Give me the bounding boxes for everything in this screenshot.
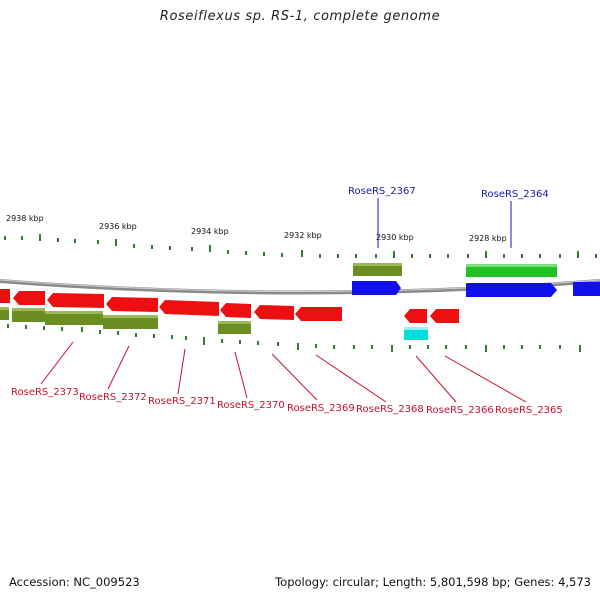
pseudo-gene-olive	[218, 321, 251, 334]
cds-arrow-red	[295, 307, 342, 321]
pseudo-gene-olive	[45, 311, 103, 325]
kbp-label: 2928 kbp	[469, 234, 507, 243]
cds-arrow-red	[430, 309, 459, 323]
cds-arrow-blue	[573, 282, 600, 296]
gene-label-RoseRS_2367: RoseRS_2367	[348, 186, 416, 197]
gene-label-RoseRS_2373: RoseRS_2373	[11, 387, 79, 398]
pseudo-gene-olive	[0, 307, 9, 320]
accession-text: Accession: NC_009523	[9, 575, 140, 589]
pseudo-gene-olive	[103, 315, 158, 329]
reverse-strand-features	[0, 289, 459, 340]
cds-arrow-red	[47, 293, 104, 308]
rna-gene-green	[466, 264, 557, 277]
upper-scale-ticks	[4, 234, 597, 258]
gene-label-RoseRS_2372: RoseRS_2372	[79, 392, 147, 403]
cds-arrow-red	[159, 300, 219, 316]
cds-arrow-red	[254, 305, 294, 320]
cds-arrow-red	[220, 303, 251, 318]
pseudo-gene-olive	[12, 308, 45, 322]
cds-arrow-red	[106, 297, 158, 312]
gene-label-RoseRS_2371: RoseRS_2371	[148, 396, 216, 407]
kbp-label: 2934 kbp	[191, 227, 229, 236]
gene-label-RoseRS_2368: RoseRS_2368	[356, 404, 424, 415]
kbp-label: 2938 kbp	[6, 214, 44, 223]
gene-label-RoseRS_2369: RoseRS_2369	[287, 403, 355, 414]
cds-arrow-red	[0, 289, 10, 303]
map-title: Roseiflexus sp. RS-1, complete genome	[159, 9, 441, 24]
genome-summary-text: Topology: circular; Length: 5,801,598 bp…	[275, 575, 591, 589]
gene-label-RoseRS_2365: RoseRS_2365	[495, 405, 563, 416]
gene-label-RoseRS_2370: RoseRS_2370	[217, 400, 285, 411]
kbp-label: 2932 kbp	[284, 231, 322, 240]
gene-label-RoseRS_2366: RoseRS_2366	[426, 405, 494, 416]
cds-arrow-red	[404, 309, 427, 323]
cds-arrow-blue	[466, 283, 557, 297]
lower-scale-ticks	[7, 324, 581, 352]
pseudo-gene-olive	[353, 263, 402, 276]
cds-arrow-red	[13, 291, 45, 305]
forward-strand-features	[352, 263, 600, 297]
kbp-label: 2930 kbp	[376, 233, 414, 242]
gene-label-RoseRS_2364: RoseRS_2364	[481, 189, 549, 200]
rna-gene-cyan	[404, 327, 428, 340]
cds-arrow-blue	[352, 281, 401, 295]
reverse-leader-lines	[40, 341, 527, 403]
kbp-label: 2936 kbp	[99, 222, 137, 231]
